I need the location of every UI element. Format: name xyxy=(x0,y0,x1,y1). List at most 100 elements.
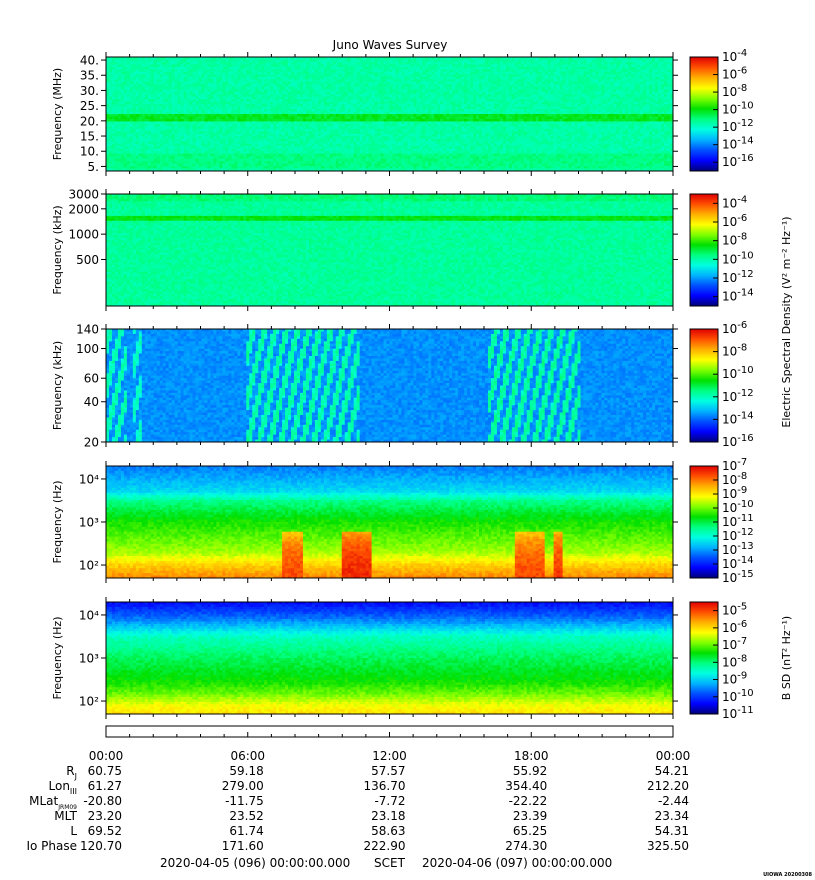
ephemeris-value: 23.39 xyxy=(513,809,547,823)
ephemeris-value: 65.25 xyxy=(513,824,547,838)
ephemeris-label: LonIII xyxy=(49,779,78,796)
spectrogram-wfr-high xyxy=(106,57,673,171)
ephemeris-value: 23.20 xyxy=(88,809,122,823)
y-tick-label: 10² xyxy=(79,695,99,709)
spectrogram-magnetic-low xyxy=(106,602,673,714)
y-axis-label: Frequency (kHz) xyxy=(51,205,64,294)
ephemeris-value: 23.18 xyxy=(371,809,405,823)
figure-title: Juno Waves Survey xyxy=(332,38,448,52)
ephemeris-value: 54.21 xyxy=(655,764,689,778)
colorbar-tick-label: 10-16 xyxy=(722,433,754,449)
colorbar-tick-label: 10-14 xyxy=(722,288,754,304)
panel-lfr: 20 40 60 100 140 Frequency (kHz) 10-6 10-8 10-10… xyxy=(51,320,754,450)
y-tick-label: 30. xyxy=(80,84,99,98)
colorbar-tick-label: 10-6 xyxy=(722,320,747,336)
colorbar-electric-low: 10-710-810-910-1010-1110-1210-1310-1410-… xyxy=(689,457,754,585)
colorbar-lfr: 10-6 10-8 10-10 10-12 10-14 10-16 xyxy=(689,320,754,449)
colorbar-tick-label: 10-6 xyxy=(722,66,747,82)
y-tick-label: 100 xyxy=(76,342,99,356)
y-tick-label: 20 xyxy=(84,436,99,450)
colorbar-tick-label: 10-15 xyxy=(722,569,754,585)
colorbar-label: Electric Spectral Density (V² m⁻² Hz⁻¹) xyxy=(780,216,793,427)
y-tick-label: 15. xyxy=(80,130,99,144)
y-tick-label: 10² xyxy=(79,559,99,573)
colorbar-tick-label: 10-6 xyxy=(722,619,747,635)
spectrogram-panels: 5.10.15. 20.25.30.35.40. Frequency (MHz) 10… xyxy=(51,48,793,721)
y-tick-label: 10³ xyxy=(79,516,99,530)
colorbar-tick-label: 10-8 xyxy=(722,232,747,248)
colorbar-tick-label: 10-7 xyxy=(722,636,747,652)
y-axis-label: Frequency (Hz) xyxy=(51,617,64,700)
colorbar-tick-label: 10-10 xyxy=(722,365,754,381)
y-tick-label: 1000 xyxy=(68,228,99,242)
ephemeris-value: 212.20 xyxy=(647,779,689,793)
colorbar-tick-label: 10-11 xyxy=(722,705,754,721)
panel-wfr-high: 5.10.15. 20.25.30.35.40. Frequency (MHz) 10… xyxy=(51,48,754,176)
y-tick-label: 40 xyxy=(84,395,99,409)
panel-electric-low: 10² 10³ 10⁴ Frequency (Hz) 10-710-810-910-10… xyxy=(51,457,754,585)
colorbar-tick-label: 10-8 xyxy=(722,83,747,99)
colorbar-hfr: 10-4 10-6 10-8 10-10 10-12 10-14 Electric Spec… xyxy=(689,193,793,428)
y-tick-label: 2000 xyxy=(68,202,99,216)
ephemeris-value: 171.60 xyxy=(222,839,264,853)
time-tick-label: 18:00 xyxy=(514,749,549,763)
colorbar-tick-label: 10-6 xyxy=(722,213,747,229)
ephemeris-label: L xyxy=(70,824,77,838)
ephemeris-value: 69.52 xyxy=(88,824,122,838)
ephemeris-value: 354.40 xyxy=(505,779,547,793)
spectrogram-lfr xyxy=(106,329,673,442)
y-tick-label: 40. xyxy=(80,54,99,68)
footer-start-time: 2020-04-05 (096) 00:00:00.000 xyxy=(160,856,350,870)
ephemeris-label: MLT xyxy=(54,809,77,823)
ephemeris-value: 61.27 xyxy=(88,779,122,793)
footer-end-time: 2020-04-06 (097) 00:00:00.000 xyxy=(422,856,612,870)
y-tick-label: 10. xyxy=(80,145,99,159)
time-tick-label: 12:00 xyxy=(372,749,407,763)
y-tick-label: 140 xyxy=(76,323,99,337)
ephemeris-value: 23.34 xyxy=(655,809,689,823)
colorbar-tick-label: 10-10 xyxy=(722,688,754,704)
ephemeris-value: 57.57 xyxy=(371,764,405,778)
y-axis-label: Frequency (MHz) xyxy=(51,68,64,160)
ephemeris-value: 59.18 xyxy=(229,764,263,778)
y-tick-label: 25. xyxy=(80,99,99,113)
y-axis-label: Frequency (Hz) xyxy=(51,481,64,564)
ephemeris-label: Io Phase xyxy=(26,839,77,853)
colorbar-tick-label: 10-14 xyxy=(722,136,754,152)
spectrogram-electric-low xyxy=(106,466,673,578)
colorbar-label: B SD (nT² Hz⁻¹) xyxy=(780,616,793,700)
ephemeris-value: 120.70 xyxy=(80,839,122,853)
time-tick-label: 00:00 xyxy=(89,749,124,763)
colorbar-tick-label: 10-9 xyxy=(722,671,747,687)
colorbar-tick-label: 10-12 xyxy=(722,269,754,285)
colorbar-tick-label: 10-5 xyxy=(722,602,747,618)
colorbar-tick-label: 10-10 xyxy=(722,250,754,266)
ephemeris-value: 222.90 xyxy=(364,839,406,853)
ephemeris-table: RJ 60.75 59.18 57.57 55.92 54.21 LonIII 61.27 27… xyxy=(26,764,689,853)
ephemeris-value: 279.00 xyxy=(222,779,264,793)
colorbar-tick-label: 10-14 xyxy=(722,410,754,426)
ephemeris-value: 136.70 xyxy=(364,779,406,793)
y-tick-label: 500 xyxy=(76,253,99,267)
colorbar-tick-label: 10-12 xyxy=(722,388,754,404)
y-tick-label: 20. xyxy=(80,114,99,128)
y-tick-label: 10³ xyxy=(79,652,99,666)
ephemeris-value: 274.30 xyxy=(505,839,547,853)
ephemeris-value: 55.92 xyxy=(513,764,547,778)
colorbar-tick-label: 10-8 xyxy=(722,653,747,669)
spectrogram-hfr xyxy=(106,194,673,306)
colorbar-tick-label: 10-8 xyxy=(722,343,747,359)
colorbar-tick-label: 10-4 xyxy=(722,48,747,64)
time-tick-label: 00:00 xyxy=(656,749,691,763)
ephemeris-label: RJ xyxy=(66,764,77,781)
ephemeris-value: -20.80 xyxy=(83,794,122,808)
y-tick-label: 3000 xyxy=(68,188,99,202)
colorbar-tick-label: 10-4 xyxy=(722,194,747,210)
credit-stamp: UIOWA 20200308 xyxy=(763,872,812,878)
colorbar-tick-label: 10-12 xyxy=(722,118,754,134)
ephemeris-value: -7.72 xyxy=(374,794,405,808)
y-tick-label: 5. xyxy=(88,160,99,174)
